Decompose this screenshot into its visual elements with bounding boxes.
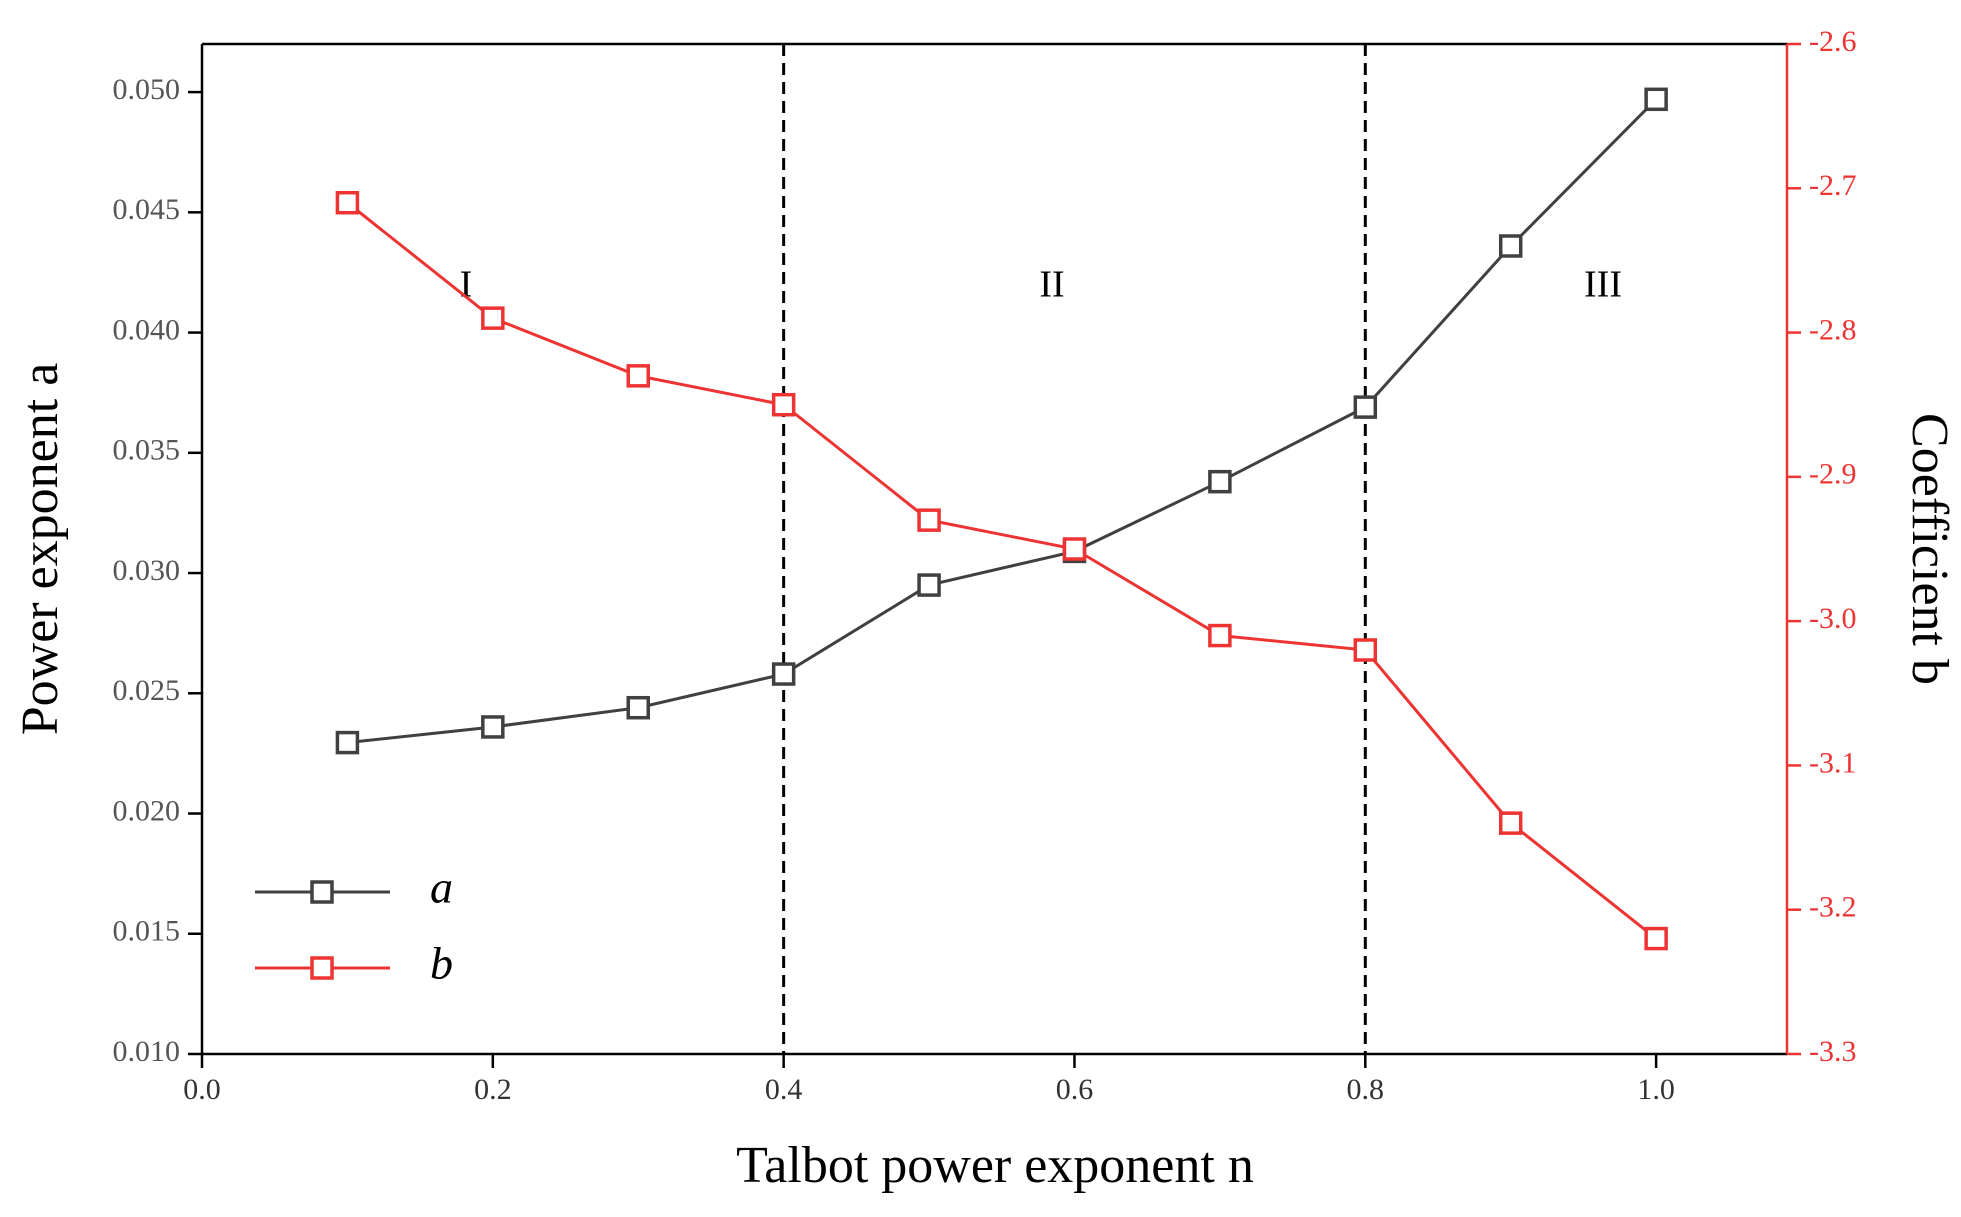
y-tick-label: 0.015 (113, 915, 181, 948)
y-tick-label: 0.025 (113, 674, 181, 707)
marker (771, 662, 796, 686)
y2-axis-label: Coefficient b (1901, 413, 1958, 685)
y-tick-label: 0.040 (113, 313, 181, 346)
y-tick-label: 0.030 (113, 554, 181, 587)
y-axis-label: Power exponent a (12, 363, 69, 736)
marker (1498, 811, 1523, 835)
marker (917, 508, 941, 532)
legend-marker (310, 880, 334, 904)
series-line (347, 98, 1658, 745)
y-tick-label: 0.050 (113, 73, 181, 106)
marker (1353, 638, 1378, 662)
x-tick-label: 0.6 (1056, 1073, 1094, 1106)
region-label: II (1039, 264, 1064, 306)
marker (1208, 623, 1232, 648)
x-tick-label: 0.4 (765, 1073, 803, 1106)
marker (1062, 537, 1087, 561)
marker (335, 190, 360, 215)
y2-tick-label: -3.3 (1809, 1035, 1857, 1068)
y2-tick-label: -3.0 (1809, 602, 1857, 635)
x-tick-label: 0.2 (474, 1073, 512, 1106)
x-axis-label: Talbot power exponent n (736, 1137, 1254, 1194)
y2-tick-label: -2.8 (1809, 313, 1857, 346)
y2-tick-label: -2.6 (1809, 25, 1857, 58)
y-tick-label: 0.020 (113, 794, 181, 827)
marker (481, 715, 505, 739)
region-label: III (1584, 264, 1622, 306)
y2-tick-label: -3.1 (1809, 746, 1857, 779)
marker (1644, 87, 1668, 112)
x-tick-label: 0.0 (183, 1073, 221, 1106)
marker (335, 730, 360, 755)
marker (626, 364, 650, 388)
legend-label: b (430, 938, 453, 989)
marker (1644, 926, 1668, 951)
y2-tick-label: -3.2 (1809, 891, 1857, 924)
marker (917, 573, 941, 597)
x-tick-label: 1.0 (1637, 1073, 1675, 1106)
y-tick-label: 0.045 (113, 193, 181, 226)
marker (481, 306, 505, 330)
y2-tick-label: -2.9 (1809, 458, 1857, 491)
marker (771, 392, 796, 417)
series-line (346, 201, 1658, 940)
x-tick-label: 0.8 (1347, 1073, 1385, 1106)
legend-label: a (430, 862, 453, 913)
y2-tick-label: -2.7 (1809, 169, 1857, 202)
marker (1498, 234, 1523, 258)
y-tick-label: 0.010 (113, 1035, 181, 1068)
legend-marker (310, 956, 334, 980)
marker (626, 695, 650, 720)
marker (1353, 395, 1378, 419)
y-tick-label: 0.035 (113, 434, 181, 467)
marker (1208, 469, 1232, 494)
